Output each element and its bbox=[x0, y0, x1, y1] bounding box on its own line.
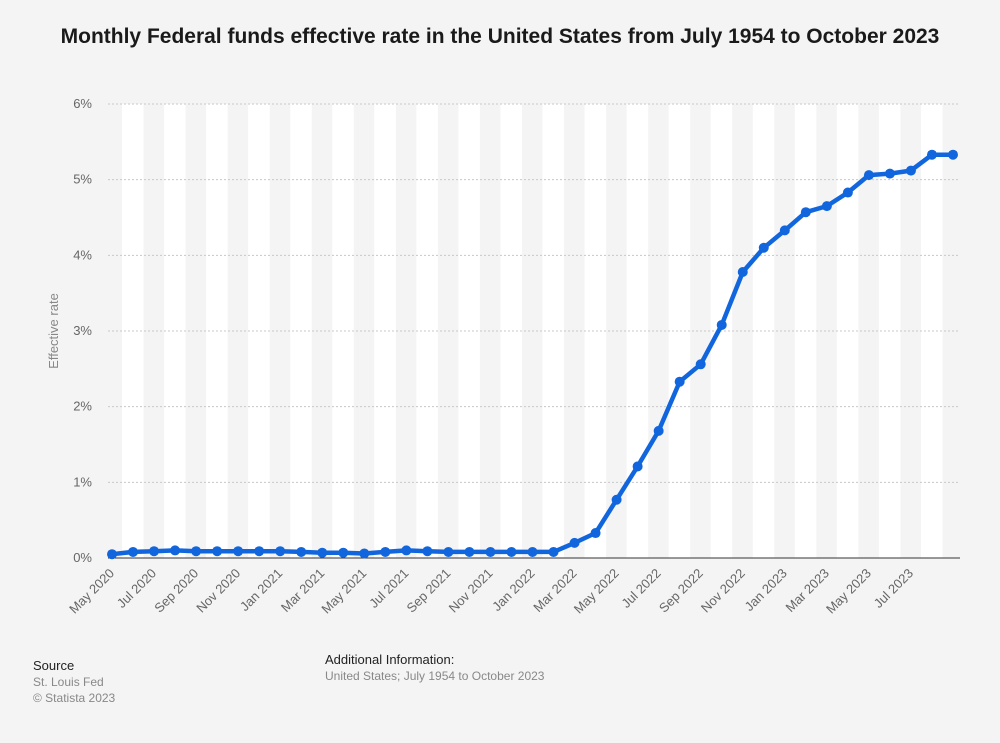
source-heading: Source bbox=[33, 658, 75, 673]
series-line bbox=[109, 152, 956, 557]
y-tick-label: 6% bbox=[73, 96, 92, 111]
x-tick-label: Jan 2023 bbox=[741, 566, 789, 614]
data-point[interactable] bbox=[632, 461, 643, 472]
x-tick-label: May 2021 bbox=[318, 566, 369, 617]
column-band bbox=[500, 104, 522, 558]
data-point[interactable] bbox=[128, 546, 139, 557]
data-point[interactable] bbox=[443, 546, 454, 557]
y-tick-label: 0% bbox=[73, 550, 92, 565]
x-tick-label: Sep 2022 bbox=[656, 566, 706, 616]
data-point[interactable] bbox=[611, 494, 622, 505]
data-point[interactable] bbox=[842, 187, 853, 198]
data-point[interactable] bbox=[359, 548, 370, 559]
data-point[interactable] bbox=[380, 546, 391, 557]
x-tick-label: Sep 2020 bbox=[151, 566, 201, 616]
data-point[interactable] bbox=[464, 546, 475, 557]
additional-info-text: United States; July 1954 to October 2023 bbox=[325, 669, 545, 683]
y-tick-label: 1% bbox=[73, 474, 92, 489]
data-point[interactable] bbox=[338, 547, 349, 558]
data-point[interactable] bbox=[716, 319, 727, 330]
x-tick-label: May 2022 bbox=[571, 566, 622, 617]
y-axis-ticks: 0% 1% 2% 3% 4% 5% 6% bbox=[73, 96, 92, 565]
data-point[interactable] bbox=[695, 359, 706, 370]
data-point[interactable] bbox=[926, 149, 937, 160]
column-band bbox=[248, 104, 270, 558]
data-point[interactable] bbox=[674, 376, 685, 387]
column-band bbox=[836, 104, 859, 558]
data-point[interactable] bbox=[191, 546, 202, 557]
data-point[interactable] bbox=[401, 545, 412, 556]
copyright: © Statista 2023 bbox=[33, 691, 116, 705]
data-point[interactable] bbox=[527, 546, 538, 557]
x-tick-label: Jan 2021 bbox=[237, 566, 285, 614]
data-point[interactable] bbox=[905, 165, 916, 176]
additional-info-block: Additional Information: United States; J… bbox=[325, 652, 544, 684]
source-name[interactable]: St. Louis Fed bbox=[33, 675, 104, 689]
additional-info-heading: Additional Information: bbox=[325, 652, 455, 667]
column-band bbox=[332, 104, 354, 558]
data-point[interactable] bbox=[296, 546, 307, 557]
data-point[interactable] bbox=[569, 537, 580, 548]
data-point[interactable] bbox=[590, 528, 601, 539]
data-point[interactable] bbox=[758, 242, 769, 253]
data-point[interactable] bbox=[863, 170, 874, 181]
y-tick-label: 3% bbox=[73, 323, 92, 338]
data-point[interactable] bbox=[422, 546, 433, 557]
chart-title: Monthly Federal funds effective rate in … bbox=[60, 25, 940, 48]
data-point[interactable] bbox=[233, 546, 244, 557]
column-band bbox=[752, 104, 775, 558]
data-point[interactable] bbox=[821, 201, 832, 212]
source-block: Source St. Louis Fed © Statista 2023 bbox=[33, 658, 115, 706]
y-axis-title: Effective rate bbox=[46, 293, 61, 369]
data-point[interactable] bbox=[275, 546, 286, 557]
data-points bbox=[107, 149, 958, 560]
data-point[interactable] bbox=[485, 546, 496, 557]
data-point[interactable] bbox=[653, 425, 664, 436]
data-point[interactable] bbox=[317, 547, 328, 558]
data-point[interactable] bbox=[149, 546, 160, 557]
data-point[interactable] bbox=[800, 207, 811, 218]
y-tick-label: 2% bbox=[73, 399, 92, 414]
y-tick-label: 5% bbox=[73, 172, 92, 187]
y-tick-label: 4% bbox=[73, 247, 92, 262]
x-tick-label: Sep 2021 bbox=[404, 566, 454, 616]
gridlines bbox=[108, 103, 960, 483]
data-point[interactable] bbox=[948, 149, 958, 160]
column-band bbox=[164, 104, 186, 558]
data-point[interactable] bbox=[548, 546, 559, 557]
x-tick-label: May 2020 bbox=[66, 566, 117, 617]
data-point[interactable] bbox=[107, 549, 117, 560]
data-point[interactable] bbox=[212, 546, 223, 557]
data-point[interactable] bbox=[254, 546, 265, 557]
data-point[interactable] bbox=[506, 546, 517, 557]
x-tick-label: Nov 2020 bbox=[193, 566, 243, 616]
x-tick-label: Jul 2023 bbox=[871, 566, 916, 611]
x-tick-label: Nov 2022 bbox=[698, 566, 748, 616]
x-tick-label: Nov 2021 bbox=[446, 566, 496, 616]
column-band bbox=[416, 104, 438, 558]
data-point[interactable] bbox=[737, 266, 748, 277]
x-tick-label: Jan 2022 bbox=[489, 566, 537, 614]
data-point[interactable] bbox=[170, 545, 181, 556]
data-point[interactable] bbox=[779, 225, 790, 236]
data-point[interactable] bbox=[884, 168, 895, 179]
column-band bbox=[584, 104, 607, 558]
x-tick-label: May 2023 bbox=[823, 566, 874, 617]
column-band bbox=[920, 104, 943, 558]
column-band bbox=[668, 104, 691, 558]
